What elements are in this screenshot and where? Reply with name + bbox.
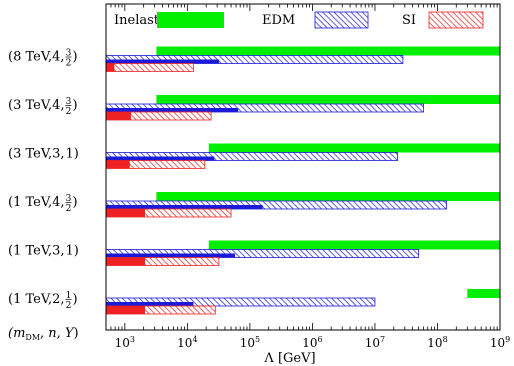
svg-text:1): 1) [65, 147, 78, 162]
legend-entry: Inelastic [114, 12, 224, 28]
svg-text:1): 1) [65, 244, 78, 259]
svg-text:(3 TeV,3,: (3 TeV,3, [8, 147, 64, 162]
edm-solid-bar [106, 302, 194, 306]
svg-text:3: 3 [66, 97, 72, 107]
x-tick-label: 107 [365, 335, 385, 350]
svg-text:3: 3 [66, 49, 72, 59]
svg-text:(1 TeV,3,: (1 TeV,3, [8, 244, 64, 259]
si-solid-bar [106, 209, 145, 217]
svg-text:1: 1 [66, 291, 72, 301]
svg-text:(1 TeV,2,: (1 TeV,2, [8, 292, 64, 307]
svg-text:2: 2 [66, 204, 72, 214]
y-axis-header: (mDM, n, Y) [8, 326, 79, 342]
inelastic-bar [208, 240, 500, 250]
inelastic-bar [156, 192, 500, 201]
x-tick-label: 103 [115, 335, 135, 350]
legend-swatch [428, 11, 484, 29]
edm-solid-bar [106, 156, 215, 161]
svg-text:(8 TeV,4,: (8 TeV,4, [8, 50, 64, 65]
svg-text:): ) [72, 292, 77, 307]
svg-text:): ) [72, 195, 77, 210]
category-label: (1 TeV,2, 12) [8, 291, 78, 311]
x-tick-label: 106 [302, 335, 322, 350]
x-tick-label: 104 [177, 335, 197, 350]
legend-label: EDM [262, 13, 295, 28]
legend-entry: SI [402, 11, 484, 29]
svg-text:3: 3 [66, 194, 72, 204]
si-solid-bar [106, 306, 145, 314]
inelastic-bar [208, 143, 500, 153]
svg-text:): ) [72, 98, 77, 113]
svg-text:(3 TeV,4,: (3 TeV,4, [8, 98, 64, 113]
legend-entry: EDM [262, 11, 369, 29]
inelastic-bar [156, 46, 500, 56]
legend-label: Inelastic [114, 13, 170, 28]
si-solid-bar [106, 112, 131, 120]
svg-text:2: 2 [66, 59, 72, 69]
x-tick-label: 109 [490, 335, 510, 350]
edm-solid-bar [106, 205, 263, 209]
inelastic-bar [467, 289, 500, 298]
si-solid-bar [106, 160, 130, 169]
x-tick-label: 108 [427, 335, 447, 350]
edm-solid-bar [106, 108, 239, 112]
svg-text:2: 2 [66, 107, 72, 117]
edm-solid-bar [106, 253, 236, 258]
x-axis-label: Λ [GeV] [263, 351, 315, 366]
legend-swatch [314, 11, 369, 29]
category-label: (3 TeV,4, 32) [8, 97, 78, 117]
svg-text:2: 2 [66, 301, 72, 311]
edm-solid-bar [106, 59, 219, 64]
svg-text:(1 TeV,4,: (1 TeV,4, [8, 195, 64, 210]
category-label: (8 TeV,4, 32) [8, 49, 78, 69]
category-label: (1 TeV,3, 1) [8, 244, 79, 259]
si-solid-bar [106, 63, 115, 72]
si-bar [105, 63, 194, 72]
x-tick-label: 105 [240, 335, 260, 350]
legend-swatch [157, 12, 224, 28]
category-label: (3 TeV,3, 1) [8, 147, 79, 162]
legend-label: SI [402, 13, 416, 28]
si-solid-bar [106, 257, 145, 266]
inelastic-bar [156, 95, 500, 104]
svg-text:): ) [72, 50, 77, 65]
y-header-mdm: m [13, 326, 25, 341]
category-label: (1 TeV,4, 32) [8, 194, 78, 214]
